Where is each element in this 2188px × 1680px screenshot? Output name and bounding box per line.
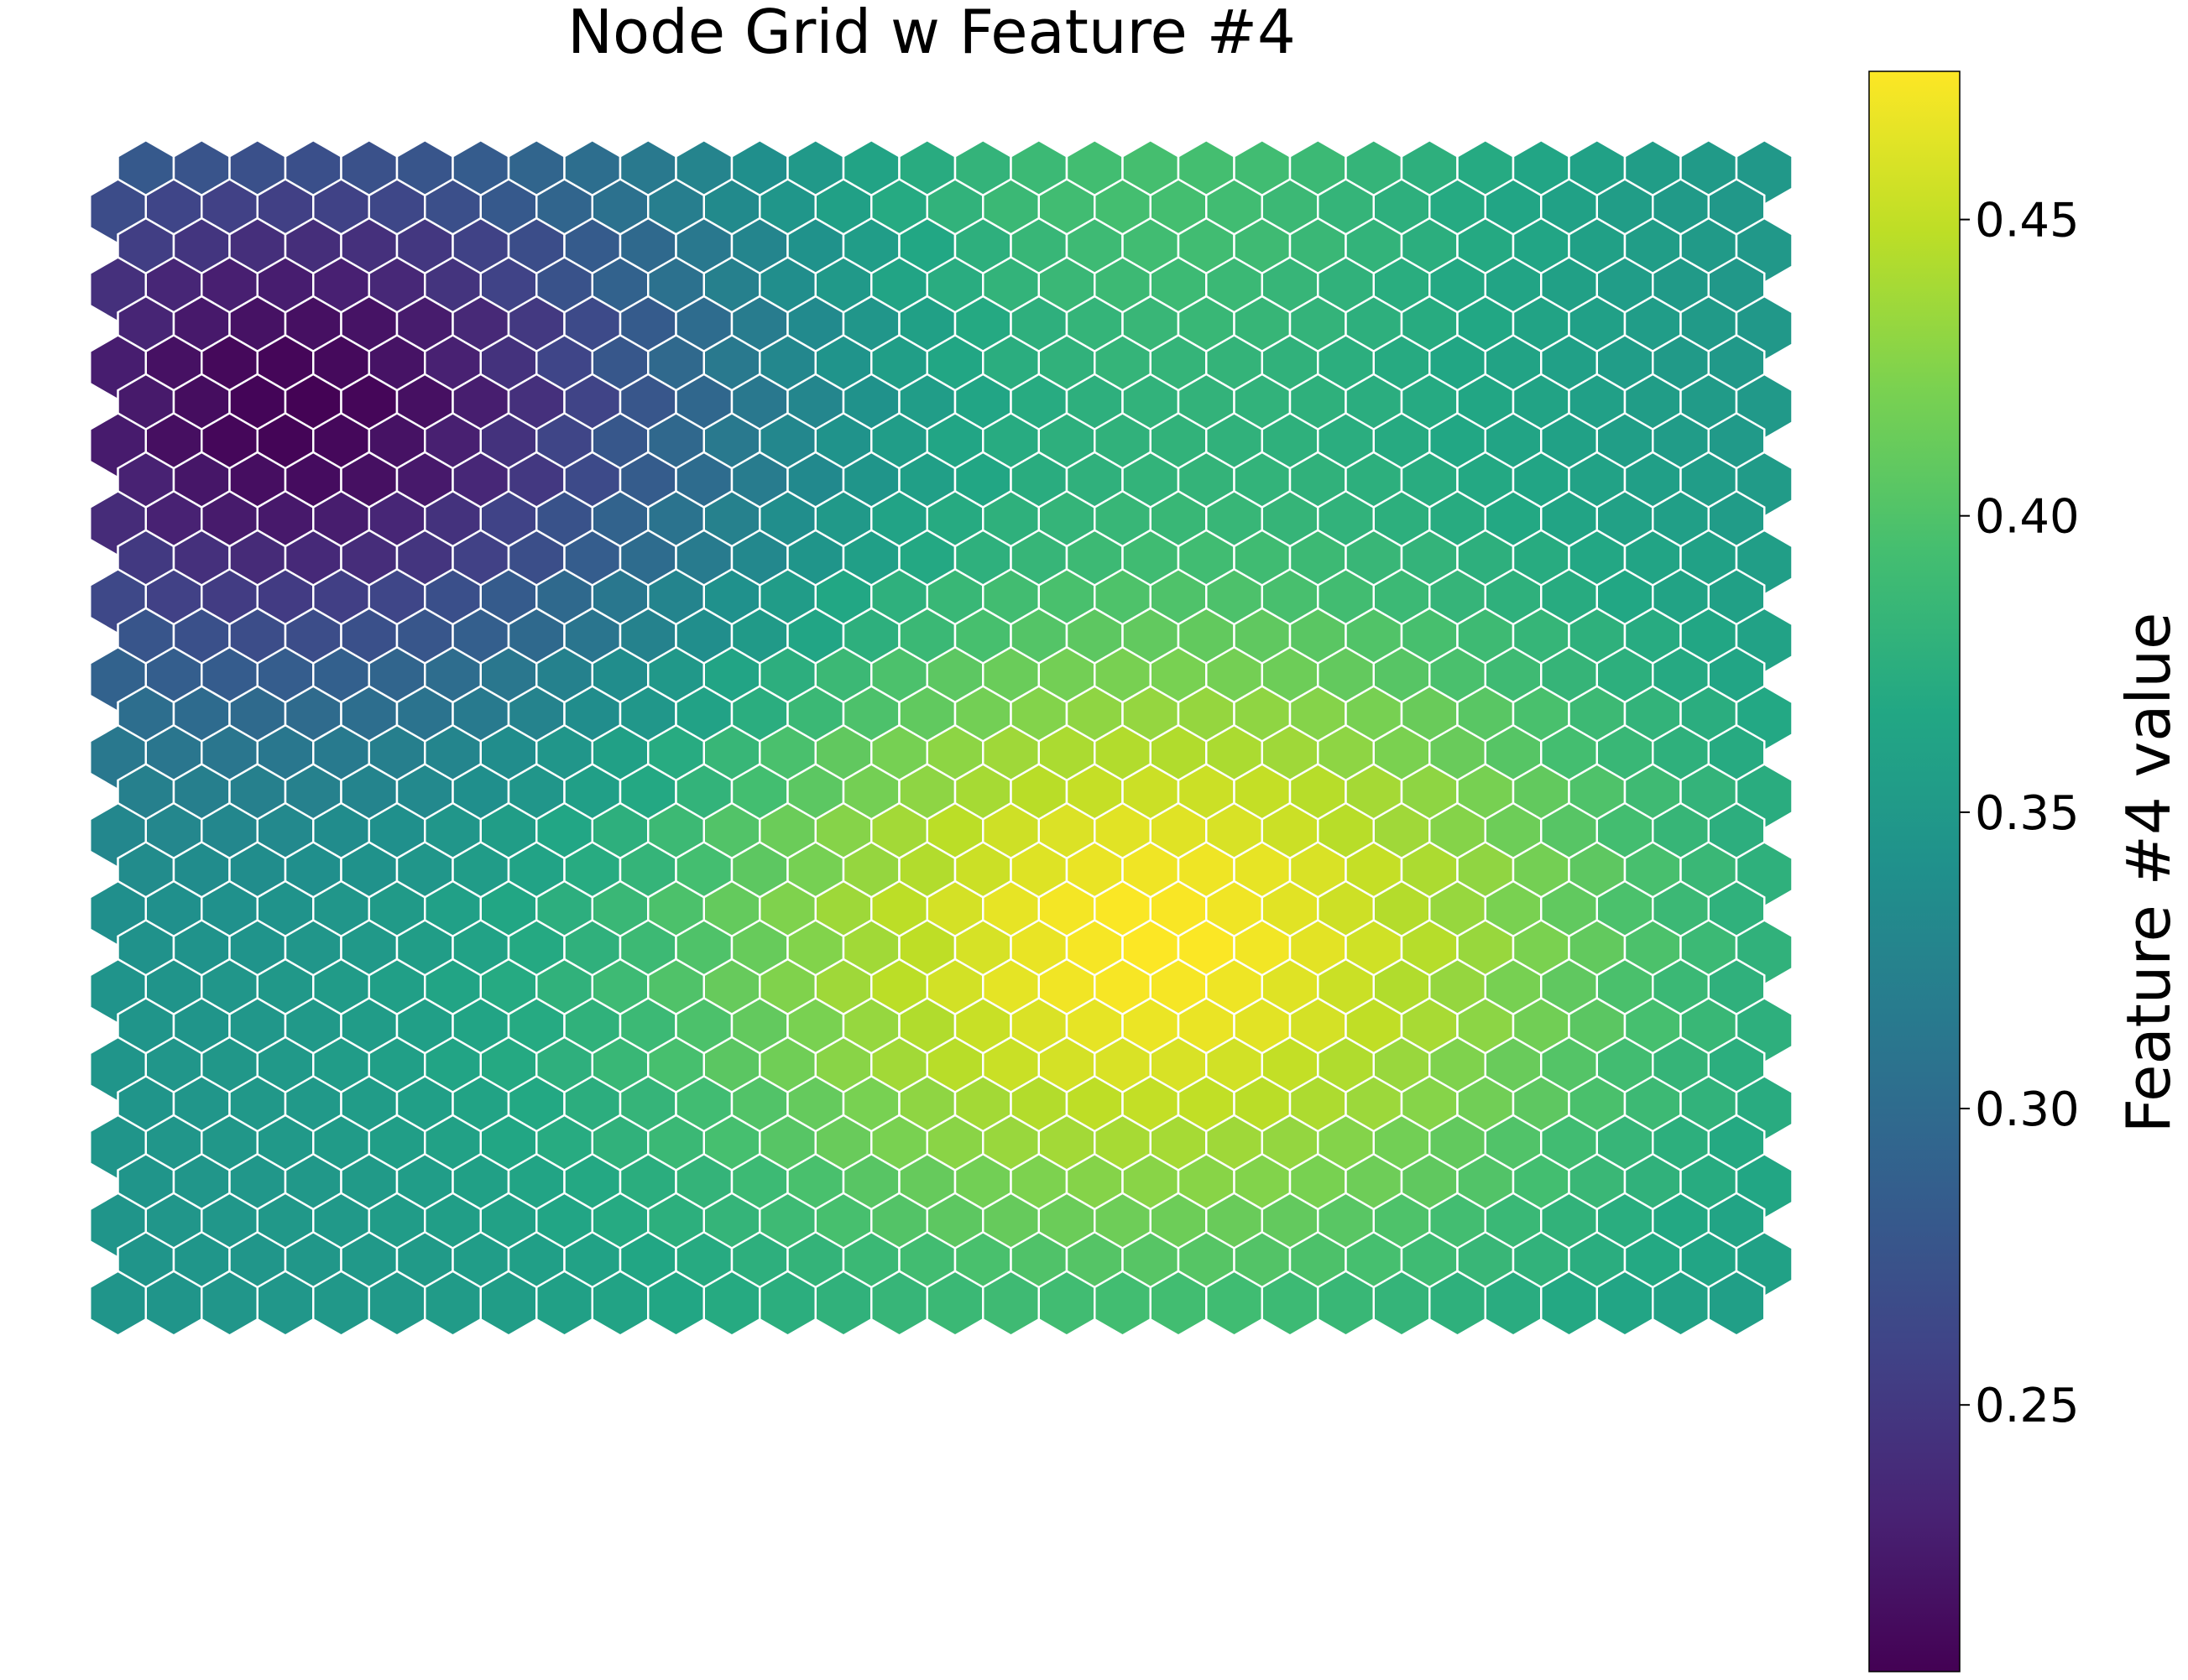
colorbar-ticks: 0.25 0.30 0.35 0.40 0.45	[1960, 194, 2080, 1433]
colorbar-tick-label: 0.35	[1975, 786, 2080, 841]
hex-cell-r29-c29	[1707, 1270, 1766, 1337]
colorbar-tick-label: 0.25	[1975, 1379, 2080, 1433]
colorbar-gradient	[1868, 70, 1961, 1672]
chart-title: Node Grid w Feature #4	[567, 0, 1296, 67]
colorbar-tick-label: 0.30	[1975, 1083, 2080, 1137]
hex-cell-layer	[89, 138, 1794, 1337]
colorbar-label: Feature #4 value	[2113, 613, 2184, 1134]
colorbar-tick-label: 0.45	[1975, 194, 2080, 248]
colorbar-tick-label: 0.40	[1975, 490, 2080, 545]
